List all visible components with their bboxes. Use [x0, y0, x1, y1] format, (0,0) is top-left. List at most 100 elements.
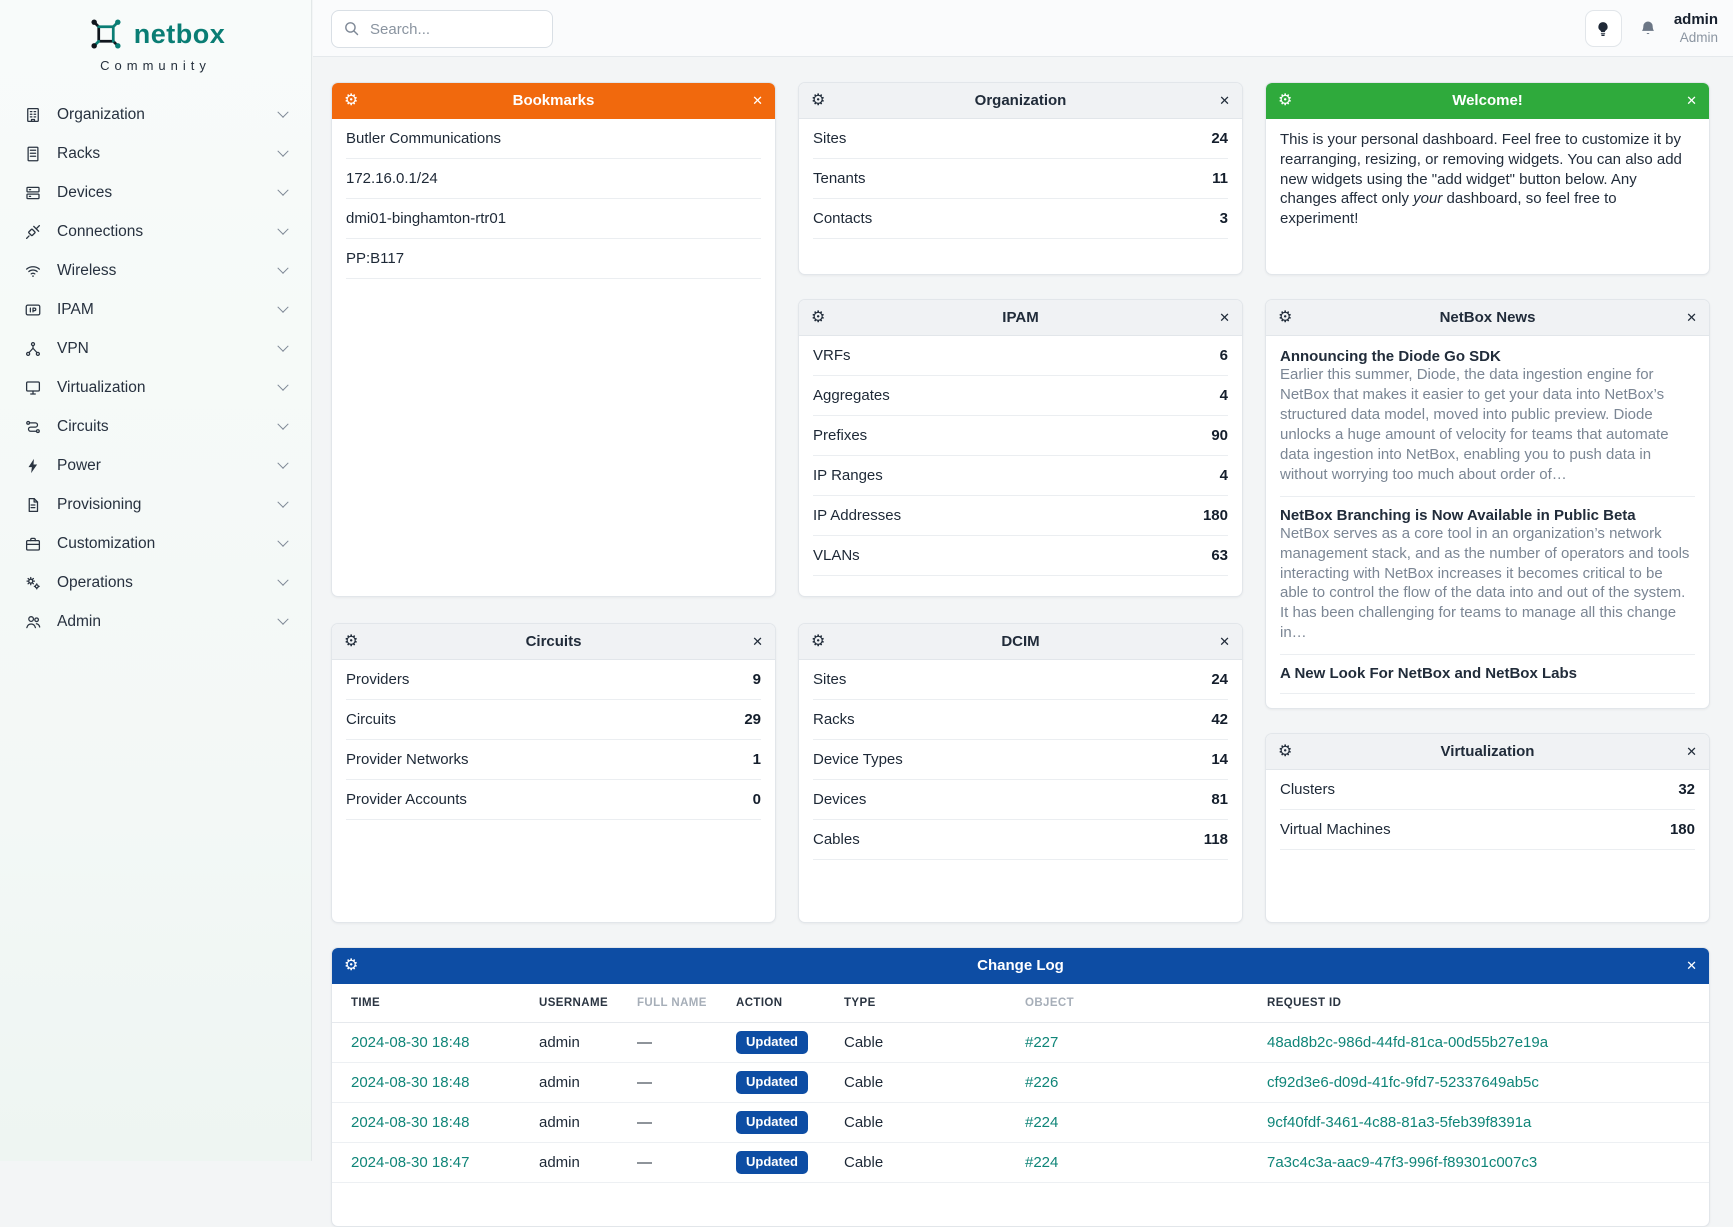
stat-label[interactable]: Aggregates [813, 387, 890, 404]
changelog-time-link[interactable]: 2024-08-30 18:47 [351, 1154, 470, 1171]
close-icon[interactable]: ✕ [1219, 633, 1230, 649]
stat-value[interactable]: 63 [1211, 547, 1228, 564]
column-header-full-name[interactable]: FULL NAME [637, 997, 707, 1009]
column-header-request-id[interactable]: REQUEST ID [1267, 997, 1342, 1009]
stat-label[interactable]: Provider Networks [346, 751, 469, 768]
widget-config-icon[interactable]: ⚙ [811, 91, 826, 109]
sidebar-item[interactable]: IPAM [12, 290, 299, 329]
changelog-object-link[interactable]: #224 [1025, 1114, 1059, 1131]
stat-value[interactable]: 24 [1211, 130, 1228, 147]
widget-config-icon[interactable]: ⚙ [1278, 742, 1293, 760]
news-item-title[interactable]: A New Look For NetBox and NetBox Labs [1280, 665, 1577, 683]
search-input[interactable] [331, 10, 553, 48]
sidebar-item[interactable]: Admin [12, 602, 299, 641]
notifications-button[interactable] [1638, 19, 1658, 39]
stat-label[interactable]: VRFs [813, 347, 851, 364]
close-icon[interactable]: ✕ [752, 92, 763, 108]
sidebar-item[interactable]: Wireless [12, 251, 299, 290]
stat-label[interactable]: Cables [813, 831, 860, 848]
stat-value[interactable]: 9 [752, 671, 761, 688]
stat-value[interactable]: 29 [744, 711, 761, 728]
widget-config-icon[interactable]: ⚙ [811, 632, 826, 650]
column-header-type[interactable]: TYPE [844, 997, 876, 1009]
sidebar-item[interactable]: Circuits [12, 407, 299, 446]
stat-value[interactable]: 32 [1678, 781, 1695, 798]
stat-value[interactable]: 42 [1211, 711, 1228, 728]
stat-label[interactable]: Racks [813, 711, 855, 728]
changelog-request-id-link[interactable]: 9cf40fdf-3461-4c88-81a3-5feb39f8391a [1267, 1114, 1532, 1131]
changelog-object-link[interactable]: #226 [1025, 1074, 1059, 1091]
stat-label[interactable]: Providers [346, 671, 410, 688]
changelog-time-link[interactable]: 2024-08-30 18:48 [351, 1074, 470, 1091]
sidebar-item[interactable]: Customization [12, 524, 299, 563]
bookmark-item[interactable]: PP:B117 [346, 239, 761, 279]
widget-config-icon[interactable]: ⚙ [811, 308, 826, 326]
stat-label[interactable]: IP Ranges [813, 467, 883, 484]
sidebar-item[interactable]: Operations [12, 563, 299, 602]
widget-config-icon[interactable]: ⚙ [344, 632, 359, 650]
sidebar-item[interactable]: VPN [12, 329, 299, 368]
changelog-request-id-link[interactable]: 48ad8b2c-986d-44fd-81ca-00d55b27e19a [1267, 1034, 1549, 1051]
bookmark-item[interactable]: dmi01-binghamton-rtr01 [346, 199, 761, 239]
changelog-request-id-link[interactable]: cf92d3e6-d09d-41fc-9fd7-52337649ab5c [1267, 1074, 1539, 1091]
stat-value[interactable]: 4 [1219, 467, 1228, 484]
widget-config-icon[interactable]: ⚙ [344, 91, 359, 109]
stat-label[interactable]: Provider Accounts [346, 791, 467, 808]
stat-value[interactable]: 81 [1211, 791, 1228, 808]
user-menu[interactable]: admin Admin [1674, 11, 1718, 45]
stat-value[interactable]: 3 [1219, 210, 1228, 227]
news-item-title[interactable]: NetBox Branching is Now Available in Pub… [1280, 506, 1636, 524]
changelog-time-link[interactable]: 2024-08-30 18:48 [351, 1034, 470, 1051]
stat-label[interactable]: Virtual Machines [1280, 821, 1391, 838]
stat-value[interactable]: 4 [1219, 387, 1228, 404]
stat-label[interactable]: Tenants [813, 170, 866, 187]
theme-toggle-button[interactable] [1584, 10, 1622, 47]
close-icon[interactable]: ✕ [1219, 92, 1230, 108]
widget-config-icon[interactable]: ⚙ [1278, 308, 1293, 326]
stat-label[interactable]: Prefixes [813, 427, 868, 444]
widget-config-icon[interactable]: ⚙ [1278, 91, 1293, 109]
close-icon[interactable]: ✕ [1219, 309, 1230, 325]
sidebar-item[interactable]: Connections [12, 212, 299, 251]
sidebar-item[interactable]: Racks [12, 134, 299, 173]
sidebar-item[interactable]: Provisioning [12, 485, 299, 524]
changelog-object-link[interactable]: #227 [1025, 1034, 1059, 1051]
stat-value[interactable]: 118 [1203, 831, 1228, 848]
news-item-title[interactable]: Announcing the Diode Go SDK [1280, 348, 1501, 365]
column-header-username[interactable]: USERNAME [539, 997, 609, 1009]
close-icon[interactable]: ✕ [1686, 309, 1697, 325]
close-icon[interactable]: ✕ [1686, 957, 1697, 973]
stat-value[interactable]: 0 [752, 791, 761, 808]
stat-value[interactable]: 6 [1219, 347, 1228, 364]
netbox-logo[interactable]: netbox [0, 14, 311, 54]
stat-label[interactable]: Circuits [346, 711, 397, 728]
stat-value[interactable]: 14 [1211, 751, 1228, 768]
stat-label[interactable]: IP Addresses [813, 507, 902, 524]
bookmark-item[interactable]: Butler Communications [346, 119, 761, 159]
close-icon[interactable]: ✕ [752, 633, 763, 649]
stat-value[interactable]: 1 [752, 751, 761, 768]
stat-label[interactable]: VLANs [813, 547, 860, 564]
sidebar-item[interactable]: Organization [12, 95, 299, 134]
stat-label[interactable]: Device Types [813, 751, 903, 768]
column-header-action[interactable]: ACTION [736, 997, 783, 1009]
stat-label[interactable]: Sites [813, 671, 847, 688]
changelog-time-link[interactable]: 2024-08-30 18:48 [351, 1114, 470, 1131]
stat-value[interactable]: 11 [1212, 170, 1228, 187]
sidebar-item[interactable]: Virtualization [12, 368, 299, 407]
stat-label[interactable]: Contacts [813, 210, 873, 227]
stat-value[interactable]: 24 [1211, 671, 1228, 688]
stat-value[interactable]: 180 [1202, 507, 1228, 524]
widget-config-icon[interactable]: ⚙ [344, 956, 359, 974]
stat-label[interactable]: Sites [813, 130, 847, 147]
stat-value[interactable]: 180 [1669, 821, 1695, 838]
close-icon[interactable]: ✕ [1686, 743, 1697, 759]
column-header-time[interactable]: TIME [351, 997, 381, 1009]
sidebar-item[interactable]: Devices [12, 173, 299, 212]
close-icon[interactable]: ✕ [1686, 92, 1697, 108]
sidebar-item[interactable]: Power [12, 446, 299, 485]
stat-label[interactable]: Clusters [1280, 781, 1336, 798]
column-header-object[interactable]: OBJECT [1025, 997, 1075, 1009]
changelog-request-id-link[interactable]: 7a3c4c3a-aac9-47f3-996f-f89301c007c3 [1267, 1154, 1538, 1171]
bookmark-item[interactable]: 172.16.0.1/24 [346, 159, 761, 199]
